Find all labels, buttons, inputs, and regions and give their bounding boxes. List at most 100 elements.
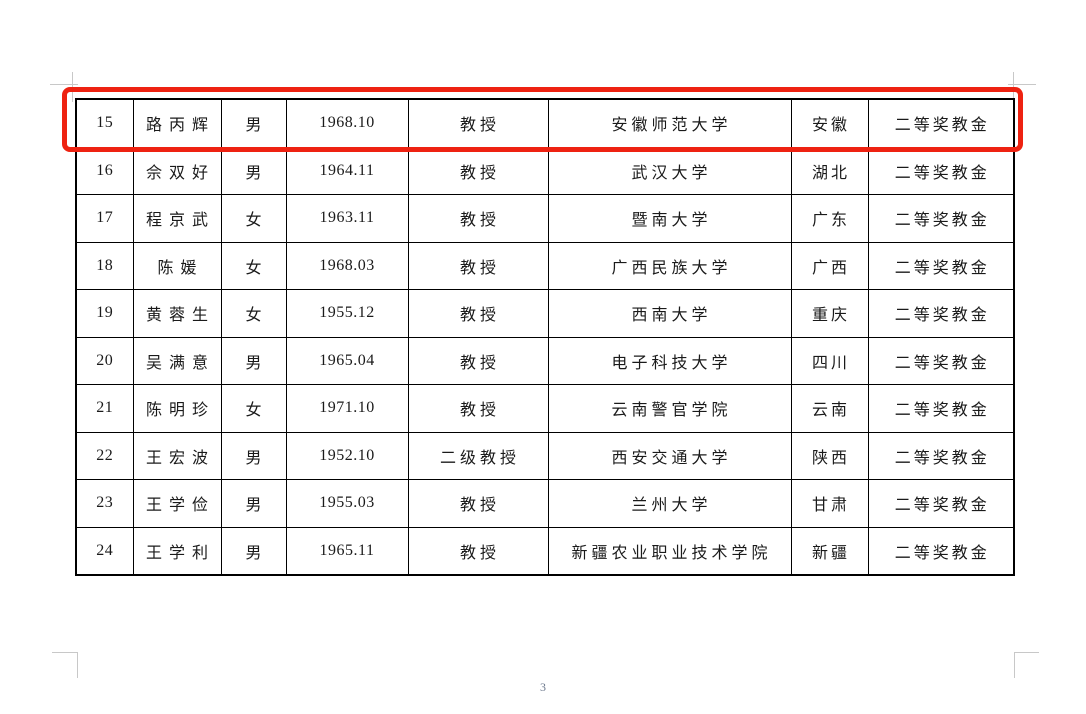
cell-gender: 女 [220,384,287,433]
table-row: 22 王宏波男 1952.10 二级教授 西安交通大学 陕西 二等奖教金 [75,431,1015,480]
cell-award: 二等奖教金 [867,479,1015,528]
cell-name: 程京武 [132,194,222,243]
cell-title: 教授 [407,98,549,148]
cell-title: 教授 [407,194,549,243]
cell-province: 重庆 [790,289,869,338]
cell-title: 二级教授 [407,431,549,480]
crop-mark-bottom-left [52,652,78,653]
cell-title: 教授 [407,479,549,528]
cell-title: 教授 [407,146,549,195]
cell-institution: 西南大学 [547,289,792,338]
crop-mark-bottom-left [77,652,78,678]
cell-name: 王宏波 [132,431,222,480]
cell-institution: 广西民族大学 [547,241,792,290]
cell-title: 教授 [407,289,549,338]
table-row: 23 王学俭男 1955.03 教授 兰州大学 甘肃 二等奖教金 [75,479,1015,528]
cell-award: 二等奖教金 [867,146,1015,195]
cell-award: 二等奖教金 [867,384,1015,433]
cell-institution: 西安交通大学 [547,431,792,480]
cell-institution: 暨南大学 [547,194,792,243]
cell-birth-date: 1965.04 [285,336,409,385]
cell-index: 23 [75,479,134,528]
cell-index: 24 [75,526,134,576]
cell-index: 15 [75,98,134,148]
table-row: 16 佘双好男 1964.11 教授 武汉大学 湖北 二等奖教金 [75,146,1015,195]
cell-index: 21 [75,384,134,433]
cell-birth-date: 1968.10 [285,98,409,148]
cell-province: 云南 [790,384,869,433]
award-recipients-table: 15 路丙辉男 1968.10 教授 安徽师范大学 安徽 二等奖教金 16 佘双好男 1964.1… [75,98,1015,576]
cell-title: 教授 [407,336,549,385]
cell-birth-date: 1971.10 [285,384,409,433]
cell-institution: 新疆农业职业技术学院 [547,526,792,576]
cell-gender: 男 [220,336,287,385]
cell-province: 广东 [790,194,869,243]
cell-province: 甘肃 [790,479,869,528]
cell-name: 吴满意 [132,336,222,385]
cell-index: 20 [75,336,134,385]
crop-mark-bottom-right [1014,652,1039,653]
cell-award: 二等奖教金 [867,98,1015,148]
crop-mark-bottom-right [1014,652,1015,678]
cell-birth-date: 1968.03 [285,241,409,290]
cell-title: 教授 [407,384,549,433]
cell-birth-date: 1952.10 [285,431,409,480]
cell-index: 17 [75,194,134,243]
cell-name: 黄蓉生 [132,289,222,338]
cell-gender: 女 [220,241,287,290]
cell-province: 陕西 [790,431,869,480]
cell-birth-date: 1965.11 [285,526,409,576]
cell-award: 二等奖教金 [867,194,1015,243]
cell-province: 广西 [790,241,869,290]
cell-index: 19 [75,289,134,338]
cell-gender: 男 [220,431,287,480]
cell-title: 教授 [407,241,549,290]
cell-name: 王学利 [132,526,222,576]
cell-name: 佘双好 [132,146,222,195]
cell-institution: 云南警官学院 [547,384,792,433]
cell-gender: 女 [220,289,287,338]
cell-institution: 武汉大学 [547,146,792,195]
cell-name: 陈明珍 [132,384,222,433]
cell-gender: 女 [220,194,287,243]
cell-province: 新疆 [790,526,869,576]
cell-birth-date: 1955.12 [285,289,409,338]
cell-institution: 安徽师范大学 [547,98,792,148]
cell-award: 二等奖教金 [867,336,1015,385]
cell-province: 安徽 [790,98,869,148]
cell-institution: 电子科技大学 [547,336,792,385]
page-number: 3 [540,680,546,694]
cell-name: 陈媛 [132,241,222,290]
table-body: 15 路丙辉男 1968.10 教授 安徽师范大学 安徽 二等奖教金 16 佘双好男 1964.1… [75,98,1015,576]
cell-index: 22 [75,431,134,480]
cell-award: 二等奖教金 [867,289,1015,338]
cell-index: 18 [75,241,134,290]
cell-province: 湖北 [790,146,869,195]
cell-gender: 男 [220,146,287,195]
cell-institution: 兰州大学 [547,479,792,528]
cell-birth-date: 1955.03 [285,479,409,528]
cell-province: 四川 [790,336,869,385]
table-row: 19 黄蓉生女 1955.12 教授 西南大学 重庆 二等奖教金 [75,289,1015,338]
table-row: 20 吴满意男 1965.04 教授 电子科技大学 四川 二等奖教金 [75,336,1015,385]
cell-name: 路丙辉 [132,98,222,148]
cell-award: 二等奖教金 [867,241,1015,290]
crop-mark-top-right [1008,84,1036,85]
cell-gender: 男 [220,98,287,148]
cell-birth-date: 1963.11 [285,194,409,243]
cell-index: 16 [75,146,134,195]
crop-mark-top-left [72,72,73,102]
cell-gender: 男 [220,479,287,528]
table-row: 17 程京武女 1963.11 教授 暨南大学 广东 二等奖教金 [75,194,1015,243]
cell-name: 王学俭 [132,479,222,528]
cell-award: 二等奖教金 [867,431,1015,480]
table-row: 21 陈明珍女 1971.10 教授 云南警官学院 云南 二等奖教金 [75,384,1015,433]
cell-award: 二等奖教金 [867,526,1015,576]
table-row: 15 路丙辉男 1968.10 教授 安徽师范大学 安徽 二等奖教金 [75,98,1015,148]
cell-gender: 男 [220,526,287,576]
table-row: 24 王学利男 1965.11 教授 新疆农业职业技术学院 新疆 二等奖教金 [75,526,1015,576]
cell-birth-date: 1964.11 [285,146,409,195]
crop-mark-top-left [50,84,78,85]
table-row: 18 陈媛女 1968.03 教授 广西民族大学 广西 二等奖教金 [75,241,1015,290]
